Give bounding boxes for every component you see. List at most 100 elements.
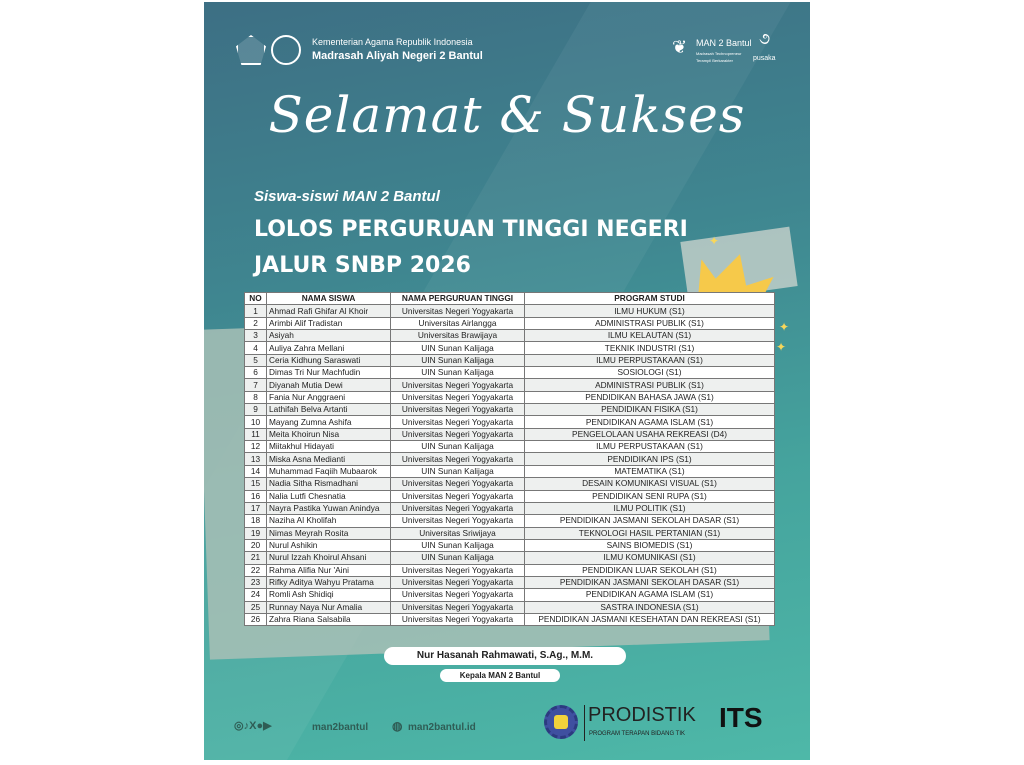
university: Universitas Negeri Yogyakarta	[390, 427, 525, 442]
social-handle[interactable]: man2bantul	[312, 722, 369, 733]
prodistik-label: PRODISTIK	[588, 704, 696, 726]
university: Universitas Negeri Yogyakarta	[390, 489, 525, 503]
study-program: ILMU KOMUNIKASI (S1)	[524, 551, 775, 565]
table-row: 8 Fania Nur Anggraeni Universitas Negeri Y…	[244, 390, 775, 405]
student-name: Fania Nur Anggraeni	[266, 390, 391, 405]
university: Universitas Negeri Yogyakarta	[390, 452, 525, 466]
row-number: 5	[244, 353, 267, 368]
table-row: 2 Arimbi Alif Tradistan Universitas Airlan…	[244, 316, 775, 331]
ministry-name: Kementerian Agama Republik Indonesia	[312, 37, 473, 47]
row-number: 24	[244, 588, 267, 602]
student-name: Romli Ash Shidiqi	[266, 588, 391, 602]
headline-2: JALUR SNBP 2026	[254, 253, 471, 278]
row-number: 15	[244, 477, 267, 491]
study-program: PENDIDIKAN JASMANI SEKOLAH DASAR (S1)	[524, 514, 775, 528]
headline-1: LOLOS PERGURUAN TINGGI NEGERI	[254, 217, 688, 242]
website-link[interactable]: man2bantul.id	[408, 722, 476, 733]
student-name: Miitakhul Hidayati	[266, 440, 391, 454]
study-program: SASTRA INDONESIA (S1)	[524, 600, 775, 614]
student-name: Auliya Zahra Mellani	[266, 341, 391, 355]
table-row: 5 Ceria Kidhung Saraswati UIN Sunan Kalija…	[244, 353, 775, 368]
student-name: Rahma Alifia Nur 'Aini	[266, 563, 391, 577]
row-number: 16	[244, 489, 267, 503]
table-row: 23 Rifky Aditya Wahyu Pratama Universitas …	[244, 575, 775, 590]
university: Universitas Negeri Yogyakarta	[390, 403, 525, 417]
row-number: 10	[244, 415, 267, 429]
university: Universitas Negeri Yogyakarta	[390, 588, 525, 602]
school-name: Madrasah Aliyah Negeri 2 Bantul	[312, 50, 483, 62]
signatory-name: Nur Hasanah Rahmawati, S.Ag., M.M.	[384, 647, 626, 665]
row-number: 1	[244, 304, 267, 318]
table-row: 9 Lathifah Belva Artanti Universitas Neger…	[244, 403, 775, 417]
study-program: TEKNOLOGI HASIL PERTANIAN (S1)	[524, 526, 775, 540]
results-table: NO NAMA SISWA NAMA PERGURUAN TINGGI PROGRAM…	[244, 291, 775, 627]
its-label: ITS	[719, 702, 763, 733]
signatory-role: Kepala MAN 2 Bantul	[440, 669, 560, 682]
row-number: 13	[244, 452, 267, 466]
row-number: 14	[244, 464, 267, 479]
row-number: 19	[244, 526, 267, 540]
row-number: 3	[244, 329, 267, 343]
youtube-icon[interactable]: ▶	[263, 720, 272, 732]
study-program: ADMINISTRASI PUBLIK (S1)	[524, 378, 775, 392]
university: Universitas Negeri Yogyakarta	[390, 304, 525, 318]
study-program: ILMU KELAUTAN (S1)	[524, 329, 775, 343]
x-icon[interactable]: X	[249, 720, 257, 732]
pusaka-logo-icon: ૭	[759, 31, 771, 48]
student-name: Nimas Meyrah Rosita	[266, 526, 391, 540]
study-program: ILMU HUKUM (S1)	[524, 304, 775, 318]
student-name: Arimbi Alif Tradistan	[266, 316, 391, 331]
university: Universitas Negeri Yogyakarta	[390, 563, 525, 577]
row-number: 6	[244, 366, 267, 380]
table-row: 11 Meita Khoirun Nisa Universitas Negeri Y…	[244, 427, 775, 442]
table-row: 24 Romli Ash Shidiqi Universitas Negeri Yo…	[244, 588, 775, 602]
student-name: Nurul Ashikin	[266, 538, 391, 553]
greeting-title: Selamat & Sukses	[268, 86, 746, 144]
table-row: 7 Diyanah Mutia Dewi Universitas Negeri Yo…	[244, 378, 775, 392]
man2-logo-icon: ❦	[672, 37, 688, 57]
facebook-icon[interactable]: ●	[256, 720, 264, 732]
university: Universitas Negeri Yogyakarta	[390, 600, 525, 614]
brand-tagline-2: Terampil Berkarakter	[696, 58, 733, 63]
column-header: NO	[244, 291, 267, 306]
study-program: PENDIDIKAN AGAMA ISLAM (S1)	[524, 415, 775, 429]
instagram-icon[interactable]: ◎	[234, 720, 244, 732]
row-number: 11	[244, 427, 267, 442]
row-number: 18	[244, 514, 267, 528]
student-name: Meita Khoirun Nisa	[266, 427, 391, 442]
madrasah-logo	[271, 35, 301, 65]
prodistik-subtitle: PROGRAM TERAPAN BIDANG TIK	[589, 731, 686, 737]
university: Universitas Negeri Yogyakarta	[390, 477, 525, 491]
university: UIN Sunan Kalijaga	[390, 353, 525, 368]
student-name: Muhammad Faqiih Mubaarok	[266, 464, 391, 479]
student-name: Miska Asna Medianti	[266, 452, 391, 466]
row-number: 2	[244, 316, 267, 331]
table-row: 18 Naziha Al Kholifah Universitas Negeri Y…	[244, 514, 775, 528]
row-number: 7	[244, 378, 267, 392]
study-program: PENDIDIKAN SENI RUPA (S1)	[524, 489, 775, 503]
table-row: 21 Nurul Izzah Khoirul Ahsani UIN Sunan Ka…	[244, 551, 775, 565]
student-name: Nayra Pastika Yuwan Anindya	[266, 501, 391, 516]
table-row: 17 Nayra Pastika Yuwan Anindya Universitas…	[244, 501, 775, 516]
pusaka-label: pusaka	[753, 55, 776, 62]
kemenag-logo	[236, 35, 266, 65]
study-program: MATEMATIKA (S1)	[524, 464, 775, 479]
sparkle-icon: ✦	[776, 340, 787, 354]
student-name: Diyanah Mutia Dewi	[266, 378, 391, 392]
row-number: 20	[244, 538, 267, 553]
university: Universitas Negeri Yogyakarta	[390, 612, 525, 627]
university: Universitas Negeri Yogyakarta	[390, 390, 525, 405]
tiktok-icon[interactable]: ♪	[243, 720, 250, 732]
study-program: ADMINISTRASI PUBLIK (S1)	[524, 316, 775, 331]
poster: Kementerian Agama Republik Indonesia Mad…	[204, 2, 810, 760]
study-program: DESAIN KOMUNIKASI VISUAL (S1)	[524, 477, 775, 491]
university: Universitas Negeri Yogyakarta	[390, 415, 525, 429]
study-program: PENDIDIKAN FISIKA (S1)	[524, 403, 775, 417]
student-name: Dimas Tri Nur Machfudin	[266, 366, 391, 380]
table-row: 13 Miska Asna Medianti Universitas Negeri …	[244, 452, 775, 466]
subtitle: Siswa-siswi MAN 2 Bantul	[254, 188, 440, 205]
university: Universitas Negeri Yogyakarta	[390, 575, 525, 590]
student-name: Runnay Naya Nur Amalia	[266, 600, 391, 614]
university: Universitas Negeri Yogyakarta	[390, 378, 525, 392]
row-number: 17	[244, 501, 267, 516]
